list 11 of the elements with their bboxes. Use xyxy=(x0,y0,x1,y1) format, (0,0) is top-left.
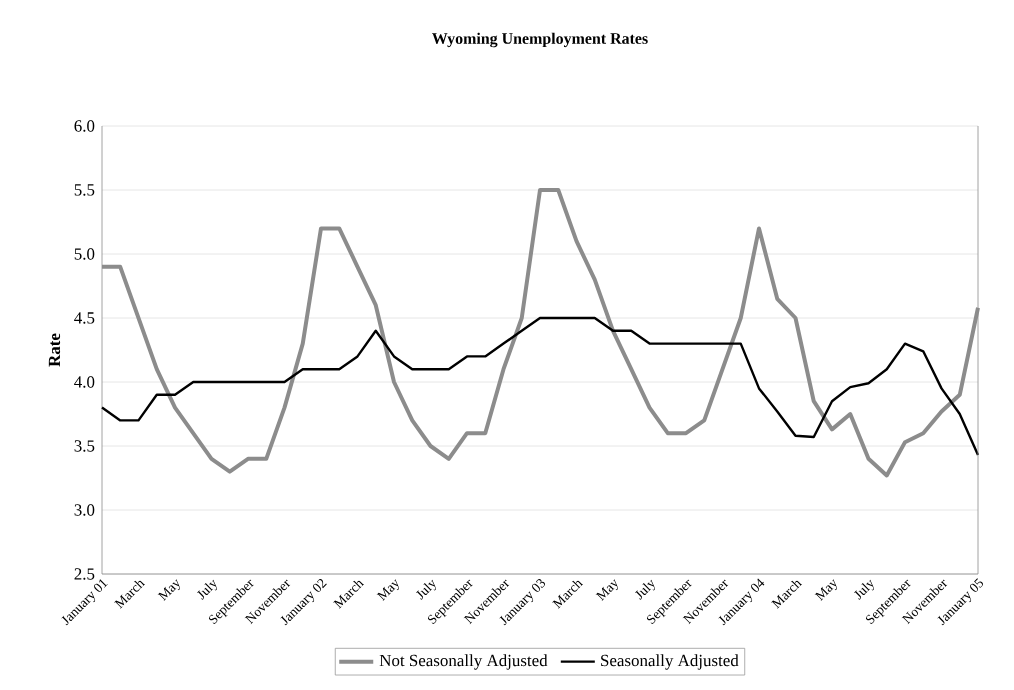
y-tick-label: 3.5 xyxy=(74,440,95,452)
y-tick-label: 3.0 xyxy=(74,504,95,516)
legend-label: Not Seasonally Adjusted xyxy=(379,654,548,670)
y-tick-label: 4.5 xyxy=(74,312,95,324)
y-tick-label: 5.0 xyxy=(74,248,95,260)
y-tick-label: 2.5 xyxy=(74,568,95,580)
y-tick-label: 5.5 xyxy=(74,184,95,196)
y-axis-title: Rate xyxy=(48,333,61,367)
y-tick-label: 4.0 xyxy=(74,376,95,388)
y-tick-label: 6.0 xyxy=(74,120,95,132)
legend-label: Seasonally Adjusted xyxy=(601,654,739,670)
